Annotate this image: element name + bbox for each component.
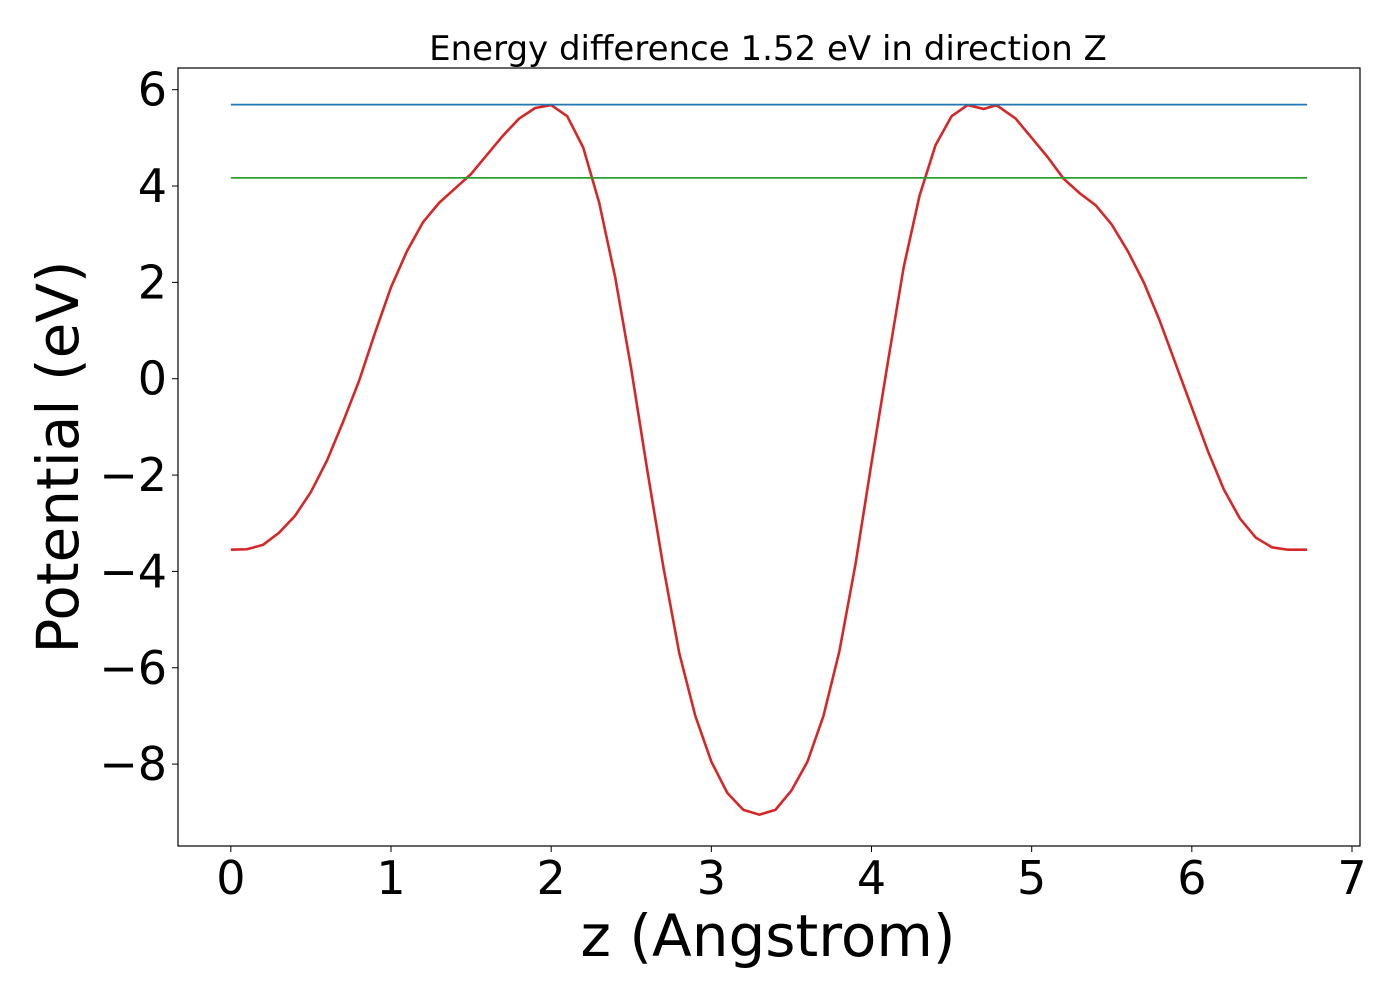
x-tick-label: 2 (537, 851, 566, 905)
chart-title: Energy difference 1.52 eV in direction Z (429, 29, 1107, 69)
x-tick-label: 7 (1337, 851, 1366, 905)
y-tick-label: 4 (138, 159, 167, 213)
x-axis-label: z (Angstrom) (581, 902, 956, 970)
x-tick-label: 1 (376, 851, 405, 905)
y-tick-label: −2 (99, 448, 167, 502)
x-tick-label: 6 (1177, 851, 1206, 905)
y-tick-label: 6 (138, 63, 167, 117)
axis-ticks: 0 1 2 3 4 5 6 7 −8 −6 −4 −2 0 2 4 6 (99, 63, 1366, 905)
plot-frame (177, 67, 1361, 847)
x-tick-label: 4 (857, 851, 886, 905)
x-tick-label: 0 (216, 851, 245, 905)
y-tick-label: −6 (99, 641, 167, 695)
x-tick-label: 3 (697, 851, 726, 905)
y-tick-label: 0 (138, 352, 167, 406)
y-tick-label: 2 (138, 255, 167, 309)
y-tick-label: −4 (99, 544, 167, 598)
x-tick-label: 5 (1017, 851, 1046, 905)
plot-area (230, 103, 1308, 816)
y-tick-label: −8 (99, 737, 167, 791)
series-line-1 (230, 103, 1308, 816)
y-axis-label: Potential (eV) (24, 260, 92, 653)
